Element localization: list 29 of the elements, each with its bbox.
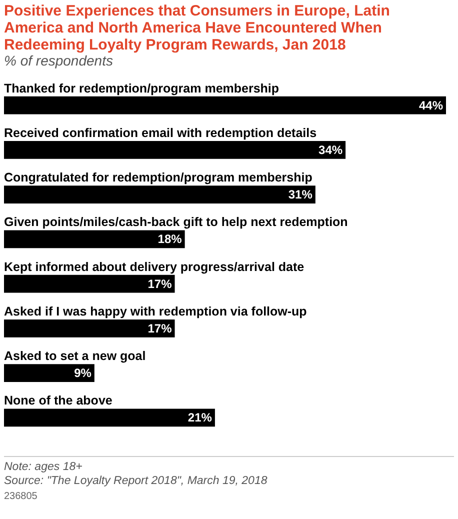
data-label: 31% bbox=[288, 188, 313, 202]
y-tick-label: Congratulated for redemption/program membership bbox=[4, 170, 313, 185]
data-label: 17% bbox=[148, 276, 172, 291]
y-tick-label: None of the above bbox=[4, 394, 112, 408]
y-tick-label: Thanked for redemption/program membership bbox=[4, 81, 280, 96]
source-note: Source: "The Loyalty Report 2018", March 19, 2018 bbox=[4, 474, 268, 488]
bar bbox=[4, 230, 185, 248]
y-tick-label: Received confirmation email with redemption details bbox=[4, 126, 317, 140]
data-label: 21% bbox=[188, 410, 212, 425]
bar bbox=[4, 408, 215, 427]
chart-title: Positive Experiences that Consumers in Europe, Latin America and North America Have Encountered When Redeeming Loyalty Program Rewards, Jan 2018 bbox=[4, 2, 390, 54]
chart-subtitle: % of respondents bbox=[4, 52, 113, 68]
bar bbox=[4, 186, 316, 204]
data-label: 34% bbox=[318, 142, 343, 157]
text: Note: ages 18+ bbox=[4, 460, 84, 474]
y-tick-label: Asked if I was happy with redemption via follow-up bbox=[4, 304, 308, 318]
data-label: 18% bbox=[158, 232, 182, 246]
data-label: 17% bbox=[148, 321, 172, 336]
y-tick-label: Kept informed about delivery progress/arrival date bbox=[4, 260, 304, 274]
bar bbox=[4, 141, 346, 159]
bar bbox=[4, 320, 175, 338]
bar bbox=[4, 274, 175, 293]
data-label: 44% bbox=[418, 98, 444, 112]
y-tick-label: Given points/miles/cash-back gift to help next redemption bbox=[4, 215, 348, 230]
text: 236805 bbox=[4, 490, 38, 504]
data-label: 9% bbox=[74, 366, 92, 380]
bar bbox=[4, 96, 446, 114]
bar bbox=[4, 364, 94, 382]
y-tick-label: Asked to set a new goal bbox=[4, 349, 146, 364]
